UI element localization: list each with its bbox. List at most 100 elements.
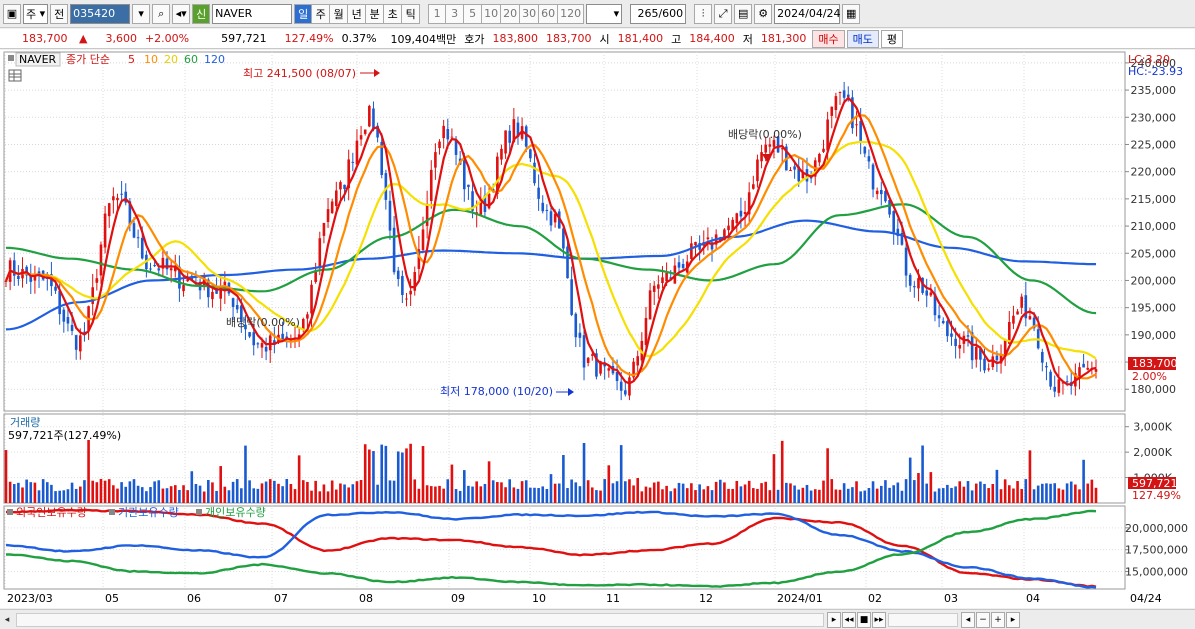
volume-bar bbox=[1061, 489, 1065, 503]
window-icon[interactable]: ▣ bbox=[3, 3, 21, 24]
interval-120[interactable]: 120 bbox=[558, 3, 585, 24]
step-forward-icon[interactable]: ▸▸ bbox=[872, 611, 886, 628]
candle-body bbox=[566, 246, 569, 279]
scroll-track[interactable] bbox=[16, 612, 824, 627]
candle-body bbox=[636, 356, 640, 366]
tab-month[interactable]: 월 bbox=[330, 3, 349, 24]
tab-second[interactable]: 초 bbox=[384, 3, 403, 24]
volume-bar bbox=[533, 487, 536, 503]
code-dropdown-icon[interactable]: ▾ bbox=[132, 3, 151, 24]
volume-bar bbox=[958, 481, 962, 503]
candle-body bbox=[880, 189, 883, 195]
candle-body bbox=[830, 106, 834, 116]
interval-10[interactable]: 10 bbox=[482, 3, 502, 24]
volume-bar bbox=[529, 487, 532, 503]
volume-bar bbox=[913, 480, 916, 503]
candle-body bbox=[368, 105, 371, 127]
candle-body bbox=[12, 260, 16, 276]
volume-bar bbox=[99, 478, 103, 503]
interval-3[interactable]: 3 bbox=[446, 3, 465, 24]
search-icon[interactable]: ⌕ bbox=[152, 3, 171, 24]
candle-body bbox=[99, 244, 103, 276]
stop-icon[interactable]: ■ bbox=[857, 611, 871, 628]
gear-icon[interactable]: ⚙ bbox=[754, 3, 773, 24]
volume-bar bbox=[25, 479, 28, 503]
tab-tick[interactable]: 틱 bbox=[402, 3, 421, 24]
prev-button[interactable]: 전 bbox=[50, 3, 69, 24]
eval-button[interactable]: 평 bbox=[880, 29, 904, 48]
candle-body bbox=[871, 164, 875, 190]
volume-bar bbox=[260, 483, 264, 503]
volume-bar bbox=[252, 488, 256, 503]
tab-week[interactable]: 주 bbox=[312, 3, 331, 24]
candle-body bbox=[661, 277, 664, 284]
zoom-slider-left-icon[interactable]: ◂ bbox=[961, 611, 975, 628]
volume-bar bbox=[194, 483, 198, 503]
volume-bar bbox=[351, 484, 355, 503]
foreign-holdings-line bbox=[5, 508, 1097, 588]
count-field[interactable]: 265/600 bbox=[630, 3, 687, 24]
scroll-right-icon[interactable]: ▸ bbox=[827, 611, 841, 628]
volume-bar bbox=[248, 480, 251, 503]
volume-bar bbox=[648, 487, 652, 503]
volume-bar bbox=[409, 443, 412, 503]
volume-bar bbox=[330, 480, 334, 503]
tab-day[interactable]: 일 bbox=[294, 3, 313, 24]
candle-body bbox=[306, 314, 309, 319]
stock-name-field[interactable]: NAVER bbox=[212, 3, 293, 24]
candle-body bbox=[966, 335, 970, 337]
last-price-value: 183,700 bbox=[1132, 357, 1178, 370]
candle-body bbox=[929, 292, 933, 296]
candle-body bbox=[1049, 371, 1052, 387]
candle-body bbox=[710, 242, 714, 250]
interval-5[interactable]: 5 bbox=[464, 3, 483, 24]
volume-bar bbox=[793, 485, 796, 503]
step-back-icon[interactable]: ◂◂ bbox=[842, 611, 856, 628]
volume-bar bbox=[54, 491, 57, 503]
volume-bar bbox=[413, 479, 417, 503]
candle-body bbox=[335, 190, 338, 206]
zoom-slider[interactable] bbox=[888, 612, 958, 627]
candle-body bbox=[855, 124, 858, 126]
volume-bar bbox=[66, 489, 70, 503]
interval-30[interactable]: 30 bbox=[520, 3, 540, 24]
candle-body bbox=[207, 279, 210, 298]
volume-bar bbox=[240, 488, 243, 503]
scroll-left-icon[interactable]: ◂ bbox=[4, 614, 10, 625]
table-icon[interactable] bbox=[8, 69, 22, 82]
interval-1[interactable]: 1 bbox=[428, 3, 447, 24]
volume-bar bbox=[999, 489, 1003, 503]
candle-body bbox=[937, 315, 941, 319]
candle-body bbox=[1003, 340, 1007, 357]
sell-button[interactable]: 매도 bbox=[846, 29, 879, 48]
stock-code-input[interactable]: 035420 bbox=[70, 3, 131, 24]
volume-bar bbox=[830, 479, 834, 503]
tab-minute[interactable]: 분 bbox=[366, 3, 385, 24]
zoom-icon[interactable]: ⤢ bbox=[714, 3, 733, 24]
x-tick-label: 2023/03 bbox=[7, 592, 53, 605]
zoom-out-icon[interactable]: − bbox=[976, 611, 990, 628]
save-icon[interactable]: ▤ bbox=[734, 3, 753, 24]
buy-button[interactable]: 매수 bbox=[812, 29, 845, 48]
volume-bar bbox=[921, 445, 924, 503]
zoom-in-icon[interactable]: + bbox=[991, 611, 1005, 628]
period-select[interactable]: 주 ▾ bbox=[23, 3, 49, 24]
ma10-line bbox=[4, 114, 1097, 380]
calendar-icon[interactable]: ▦ bbox=[842, 3, 861, 24]
interval-buttons: 1 3 5 10 20 30 60 120 bbox=[428, 3, 585, 24]
chart-svg[interactable]: 180,000185,000190,000195,000200,000205,0… bbox=[0, 50, 1195, 608]
legend-ma10: 10 bbox=[144, 53, 158, 66]
candle-body bbox=[79, 335, 82, 352]
date-field[interactable]: 2024/04/24 bbox=[774, 3, 841, 24]
sound-icon[interactable]: ◂▾ bbox=[172, 3, 191, 24]
volume-bar bbox=[520, 481, 524, 503]
candle-body bbox=[70, 324, 74, 332]
scroll-right-end-icon[interactable]: ▸ bbox=[1006, 611, 1020, 628]
interval-60[interactable]: 60 bbox=[539, 3, 559, 24]
volume-bar bbox=[450, 464, 454, 503]
interval-20[interactable]: 20 bbox=[501, 3, 521, 24]
tab-year[interactable]: 년 bbox=[348, 3, 367, 24]
volume-bar bbox=[590, 487, 594, 503]
chart-type-icon[interactable]: ⫶ bbox=[694, 3, 713, 24]
custom-interval-select[interactable]: ▾ bbox=[586, 3, 623, 24]
